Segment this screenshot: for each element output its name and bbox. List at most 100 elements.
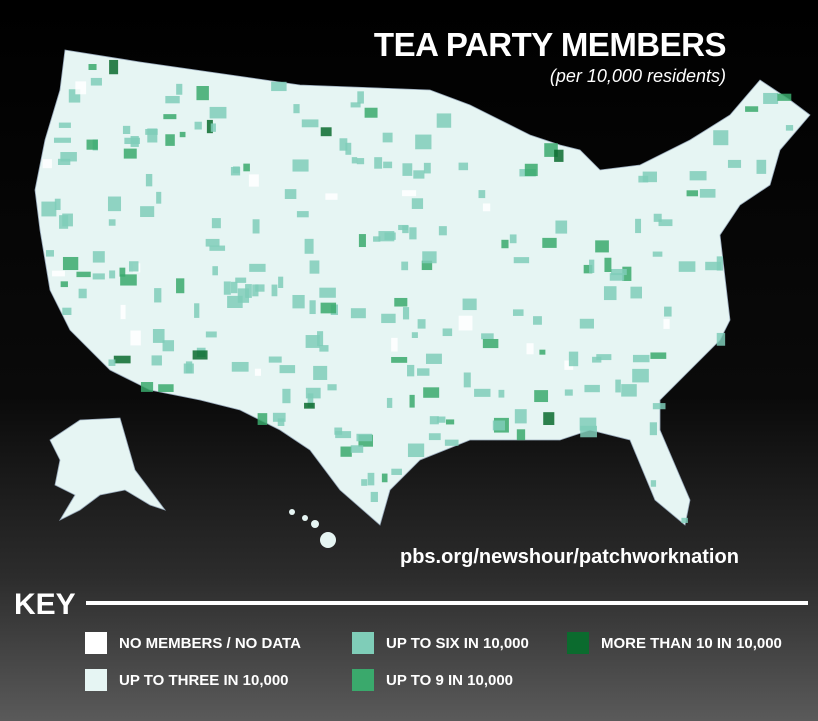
county-patch [394, 297, 408, 307]
county-patch [151, 355, 162, 366]
county-patch [179, 131, 186, 138]
county-patch [42, 159, 52, 169]
county-patch [533, 316, 542, 325]
county-patch [320, 127, 332, 137]
key-label: MORE THAN 10 IN 10,000 [601, 634, 782, 652]
county-patch [350, 308, 366, 319]
subtitle: (per 10,000 residents) [549, 66, 726, 86]
county-patch [68, 89, 81, 103]
key-item: NO MEMBERS / NO DATA [85, 632, 301, 654]
source-url: pbs.org/newshour/patchworknation [400, 546, 739, 568]
county-patch [271, 284, 278, 297]
county-patch [245, 284, 252, 298]
county-patch [498, 389, 505, 398]
county-patch [428, 433, 441, 441]
county-patch [293, 104, 300, 114]
county-patch [255, 284, 265, 292]
county-patch [462, 298, 477, 311]
county-patch [123, 148, 137, 159]
county-patch [284, 189, 297, 199]
county-patch [309, 300, 316, 315]
county-patch [621, 384, 637, 397]
county-patch [402, 163, 413, 176]
county-patch [652, 403, 666, 410]
county-patch [763, 92, 779, 104]
county-patch [423, 162, 431, 174]
county-patch [165, 95, 180, 104]
county-patch [609, 273, 625, 281]
county-patch [350, 445, 364, 453]
county-patch [158, 384, 174, 392]
county-patch [357, 91, 364, 104]
county-patch [145, 173, 153, 187]
county-patch [474, 388, 491, 397]
county-patch [257, 413, 268, 425]
county-patch [320, 302, 337, 314]
county-patch [249, 263, 266, 272]
county-patch [54, 198, 61, 211]
county-patch [130, 330, 141, 346]
key-rule [86, 601, 808, 605]
key-item: UP TO THREE IN 10,000 [85, 669, 289, 691]
county-patch [604, 257, 612, 273]
county-patch [542, 237, 557, 248]
county-patch [211, 218, 221, 229]
county-patch [76, 271, 91, 278]
key-item: UP TO 9 IN 10,000 [352, 669, 513, 691]
county-patch [57, 158, 71, 165]
county-patch [351, 157, 358, 164]
county-patch [622, 266, 632, 281]
county-patch [129, 261, 139, 272]
county-patch [279, 365, 296, 374]
county-patch [268, 356, 282, 363]
county-patch [650, 480, 657, 487]
county-patch [205, 238, 220, 247]
county-patch [417, 319, 426, 329]
county-patch [327, 384, 337, 391]
county-patch [407, 364, 415, 377]
county-patch [165, 134, 175, 146]
county-patch [463, 372, 471, 388]
county-patch [345, 142, 352, 155]
county-patch [223, 281, 231, 295]
county-patch [272, 412, 286, 422]
county-patch [705, 261, 721, 271]
county-patch [282, 388, 291, 404]
county-patch [52, 270, 65, 277]
county-patch [243, 163, 250, 172]
key-label: UP TO SIX IN 10,000 [386, 634, 529, 652]
county-patch [382, 132, 393, 143]
county-patch [163, 114, 177, 120]
county-patch [516, 429, 526, 441]
county-patch [325, 193, 338, 200]
county-patch [579, 318, 594, 329]
county-patch [183, 363, 194, 374]
county-patch [632, 354, 650, 363]
county-patch [402, 190, 417, 197]
county-patch [86, 139, 98, 150]
county-patch [384, 232, 396, 240]
county-patch [209, 245, 226, 251]
county-patch [122, 125, 131, 134]
county-patch [361, 479, 368, 486]
county-patch [534, 390, 549, 403]
county-patch [176, 278, 185, 294]
county-patch [678, 261, 696, 272]
county-patch [305, 335, 320, 348]
county-patch [478, 190, 486, 199]
county-patch [194, 303, 200, 318]
county-patch [391, 356, 408, 363]
county-patch [373, 236, 381, 242]
county-patch [422, 251, 437, 264]
county-patch [154, 288, 162, 303]
county-patch [785, 125, 794, 131]
county-patch [663, 319, 670, 329]
county-patch [650, 352, 667, 359]
county-patch [664, 306, 672, 317]
hawaii [289, 509, 336, 548]
county-patch [237, 288, 250, 303]
county-patch [62, 213, 73, 227]
county-patch [596, 354, 612, 361]
county-patch [681, 517, 688, 523]
county-patch [632, 368, 649, 383]
